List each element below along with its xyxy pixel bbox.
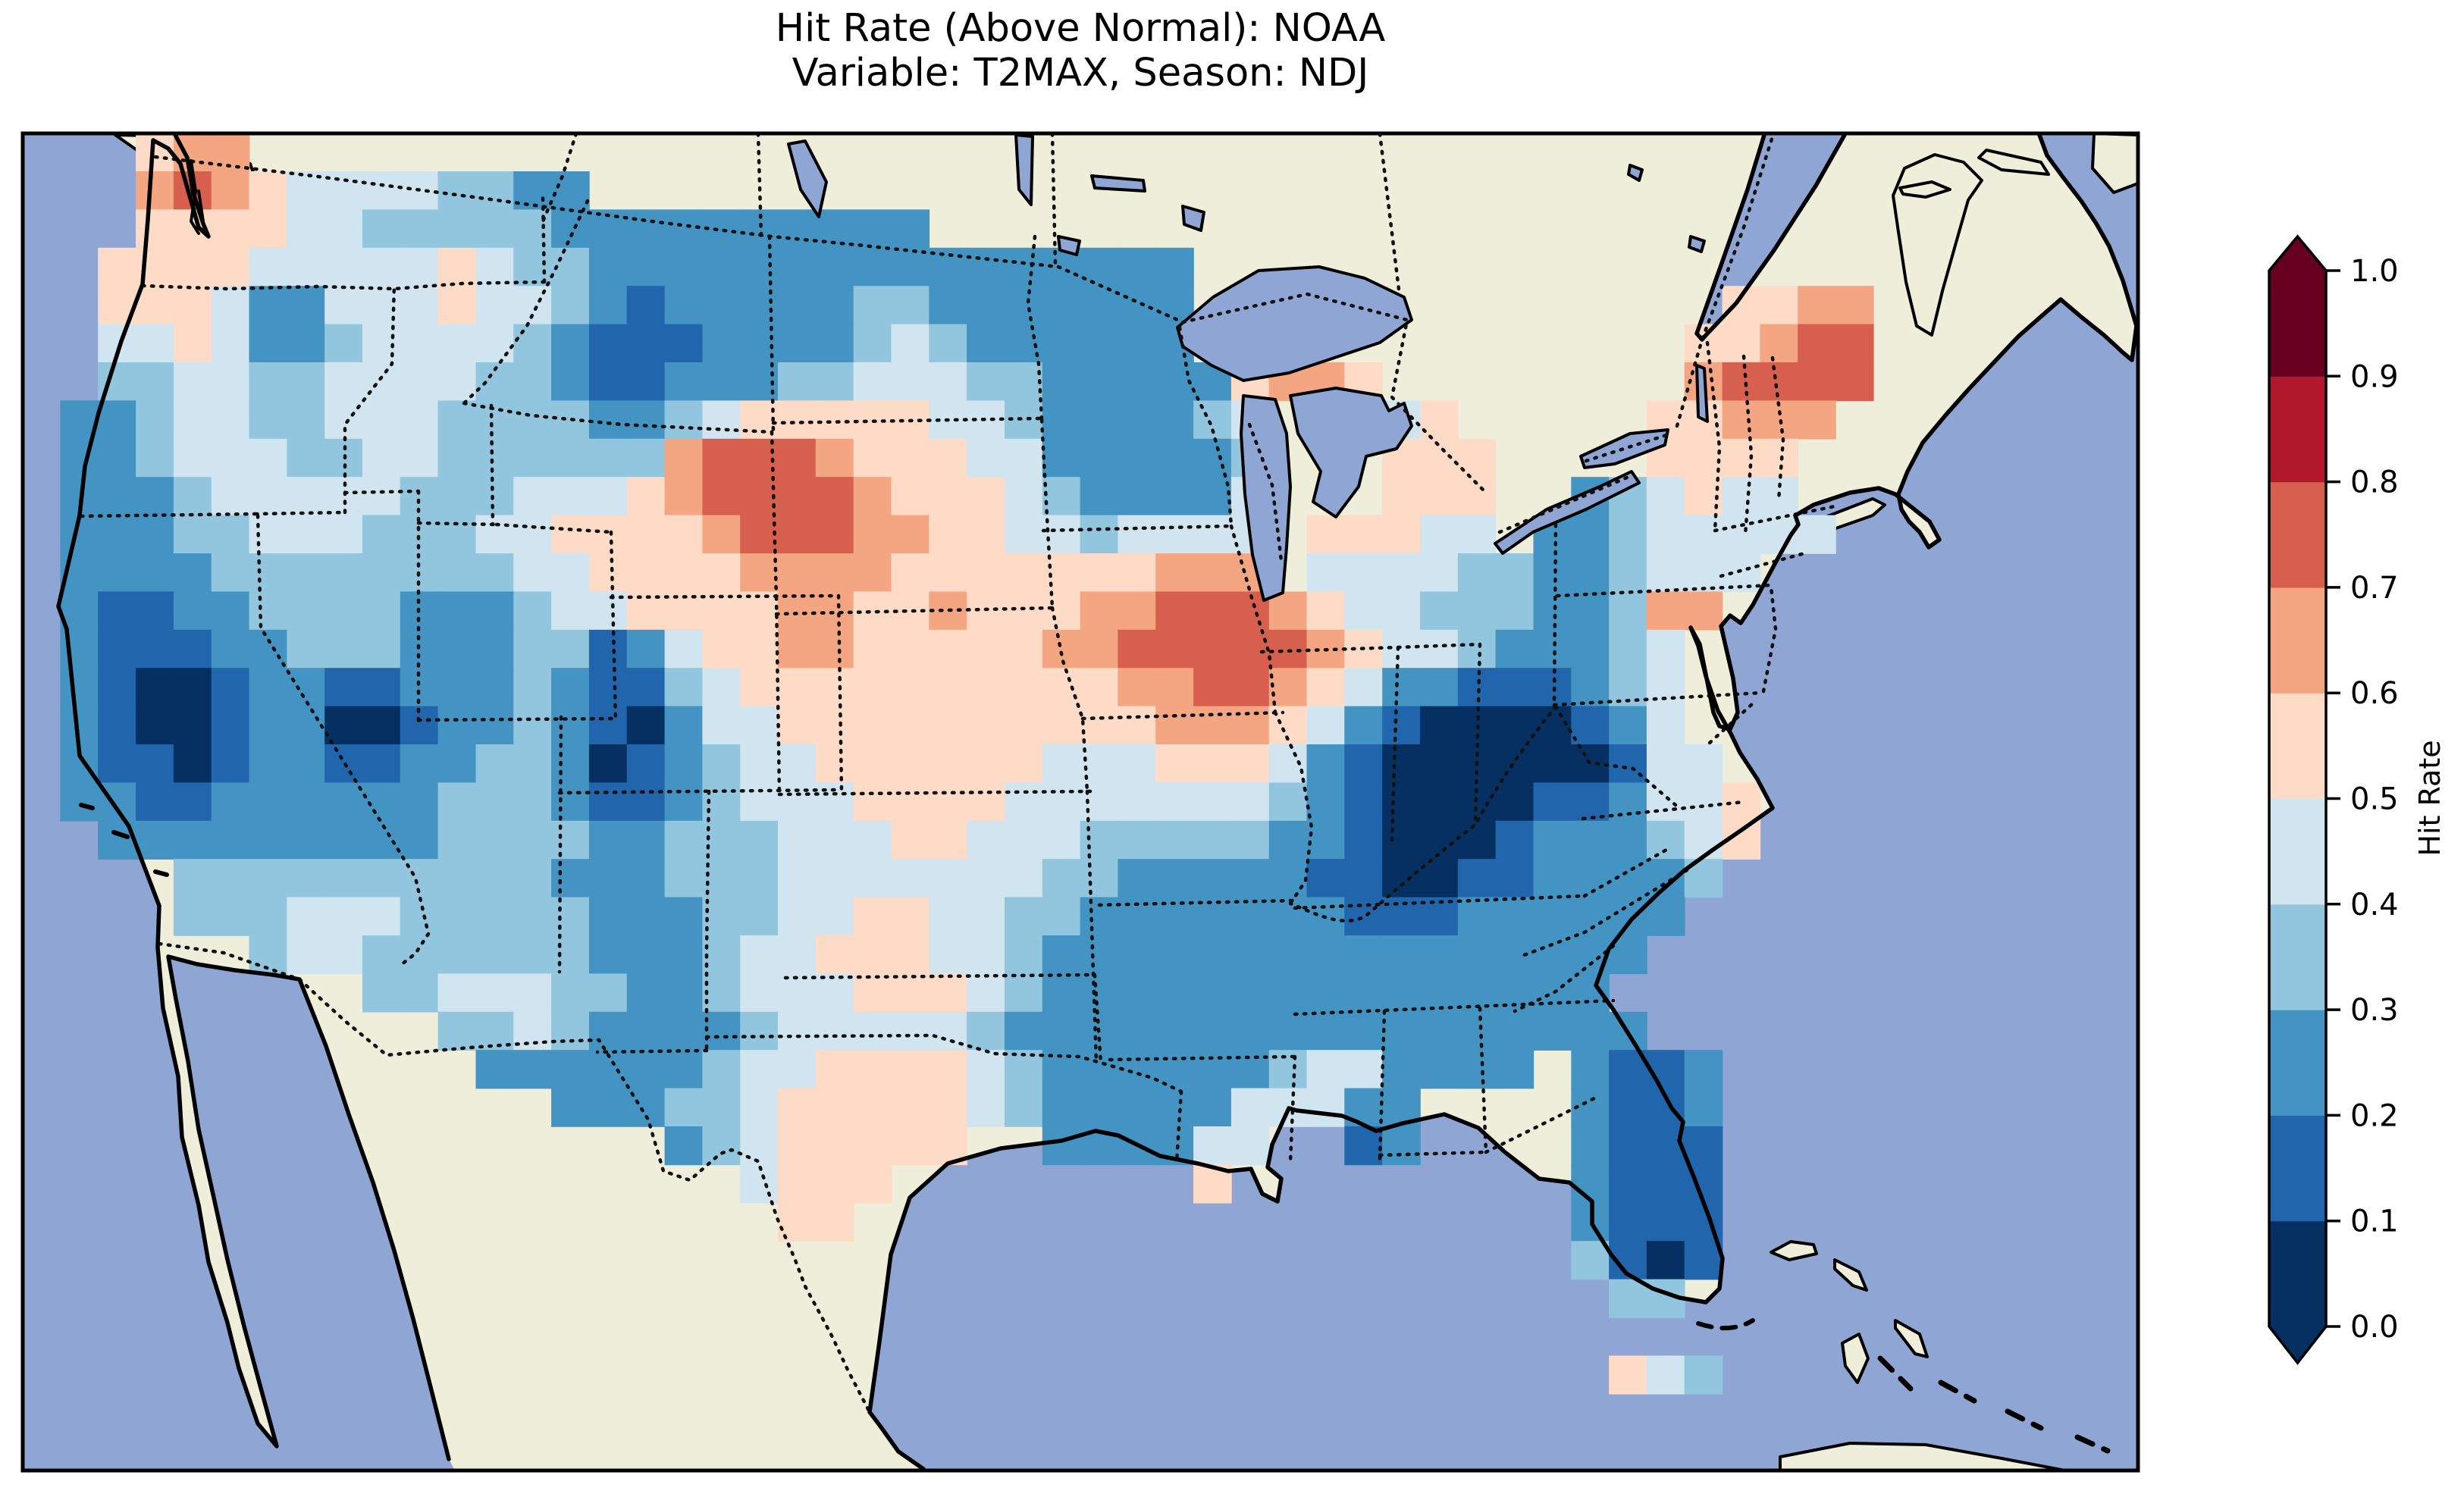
colorbar-tick-label: 0.5 [2350, 782, 2399, 817]
lake-huron [1289, 387, 1413, 518]
lake-champlain [1695, 364, 1709, 423]
canada-province-borders [541, 133, 1402, 298]
lake-of-the-woods [1057, 235, 1081, 256]
canadian-lake-4 [1688, 235, 1706, 253]
lake-michigan [1240, 394, 1292, 602]
lake-manitoba [787, 139, 828, 218]
puget-sound-channels [190, 159, 205, 235]
colorbar-segment [2269, 271, 2326, 377]
colorbar-segment [2269, 1010, 2326, 1116]
colorbar-segment [2269, 1115, 2326, 1222]
grand-bahama [1770, 1240, 1818, 1261]
colorbar-tick-label: 0.7 [2350, 571, 2399, 606]
colorbar-segment [2269, 376, 2326, 483]
colorbar-segment [2269, 481, 2326, 588]
coastlines [56, 133, 2138, 1471]
andros [1841, 1333, 1870, 1384]
colorbar-segment [2269, 904, 2326, 1010]
eleuthera [1894, 1319, 1929, 1358]
state-borders [79, 133, 1837, 1414]
heatmap-cells [60, 133, 1874, 1395]
lake-ontario [1579, 428, 1669, 469]
coastline-gulf-atlantic [867, 133, 2138, 1471]
international-borders [153, 134, 1775, 1414]
canadian-lake-2 [1181, 205, 1205, 232]
lake-superior [1176, 265, 1413, 382]
colorbar-arrow-under [2269, 1326, 2326, 1363]
colorbar-segment [2269, 587, 2326, 694]
colorbar-tick-label: 0.1 [2350, 1204, 2399, 1239]
lakes [787, 133, 1709, 602]
coastline-pacific-mexico [56, 133, 451, 1461]
colorbar-segment [2269, 693, 2326, 800]
colorbar-tick-label: 0.9 [2350, 359, 2399, 394]
chart-title: Hit Rate (Above Normal): NOAA Variable: … [0, 6, 2161, 96]
us-state-borders [79, 195, 1837, 1164]
colorbar-tick-label: 0.8 [2350, 465, 2399, 500]
anticosti-island [1977, 149, 2050, 176]
colorbar-axis-label: Hit Rate [2413, 740, 2447, 856]
channel-islands [79, 803, 169, 877]
cuba [1779, 1442, 2067, 1471]
lake-erie [1494, 470, 1641, 555]
nova-scotia [1892, 153, 1983, 337]
colorbar-tick-label: 0.2 [2350, 1098, 2399, 1133]
colorbar-tick-label: 0.6 [2350, 676, 2399, 711]
prince-edward-island [1898, 180, 1951, 199]
florida-keys [1696, 1318, 1755, 1331]
canadian-lake-3 [1627, 164, 1644, 182]
colorbar-segment [2269, 798, 2326, 905]
coastline-st-lawrence [1694, 133, 1847, 342]
lake-winnipeg [1014, 133, 1034, 206]
map-frame [20, 131, 2140, 1473]
colorbar-tick-label: 1.0 [2350, 254, 2399, 289]
bahama-cays [1877, 1355, 2111, 1454]
colorbar-tick-label: 0.0 [2350, 1310, 2399, 1345]
chart-title-line2: Variable: T2MAX, Season: NDJ [792, 51, 1369, 96]
abaco [1833, 1258, 1868, 1292]
chart-title-line1: Hit Rate (Above Normal): NOAA [775, 6, 1386, 51]
colorbar-arrow-over [2269, 236, 2326, 271]
colorbar-tick-label: 0.3 [2350, 993, 2399, 1028]
colorbar-outline [2268, 234, 2328, 1365]
map-layers [23, 133, 2138, 1471]
colorbar: 0.0 0.1 0.2 0.3 0.4 0.5 0.6 0.7 0.8 0.9 1.0 [2269, 236, 2399, 1363]
colorbar-tick-label: 0.4 [2350, 888, 2399, 922]
canadian-lake-1 [1090, 174, 1146, 193]
colorbar-segment [2269, 1220, 2326, 1327]
